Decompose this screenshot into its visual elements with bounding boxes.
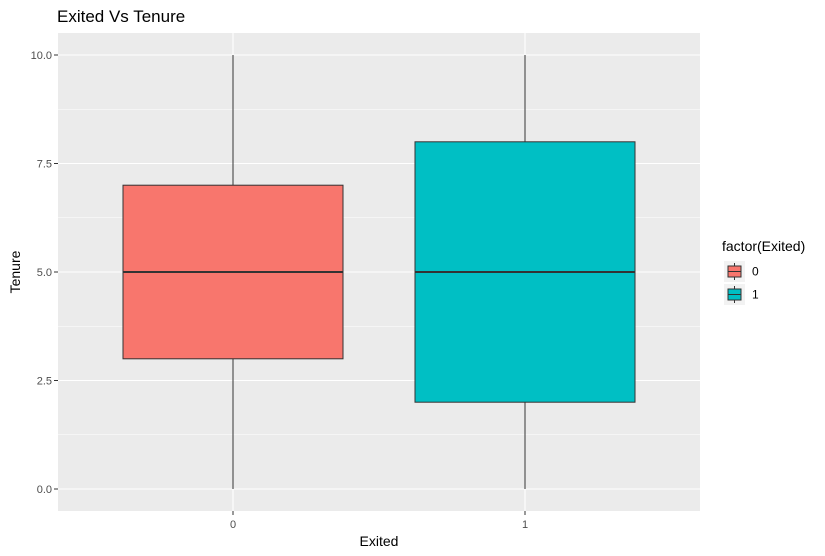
y-axis-title: Tenure (7, 250, 23, 293)
x-tick-label: 1 (522, 519, 528, 531)
y-tick-label: 2.5 (37, 376, 52, 388)
y-tick-label: 0.0 (37, 484, 52, 496)
x-tick-label: 0 (230, 519, 236, 531)
legend-title: factor(Exited) (722, 238, 805, 254)
legend-entry-1: 1 (724, 284, 759, 305)
y-tick-label: 7.5 (37, 159, 52, 171)
chart-title: Exited Vs Tenure (57, 7, 185, 26)
y-tick-label: 10.0 (31, 50, 52, 62)
y-axis-ticks: 0.0 2.5 5.0 7.5 10.0 (31, 50, 58, 496)
y-tick-label: 5.0 (37, 267, 52, 279)
legend-label: 1 (752, 288, 759, 302)
box-1 (414, 55, 636, 489)
box-0 (122, 55, 344, 489)
boxes (122, 55, 636, 489)
legend-entry-0: 0 (724, 261, 759, 282)
x-axis-title: Exited (360, 533, 399, 549)
legend: factor(Exited) 0 1 (722, 238, 805, 305)
legend-label: 0 (752, 265, 759, 279)
